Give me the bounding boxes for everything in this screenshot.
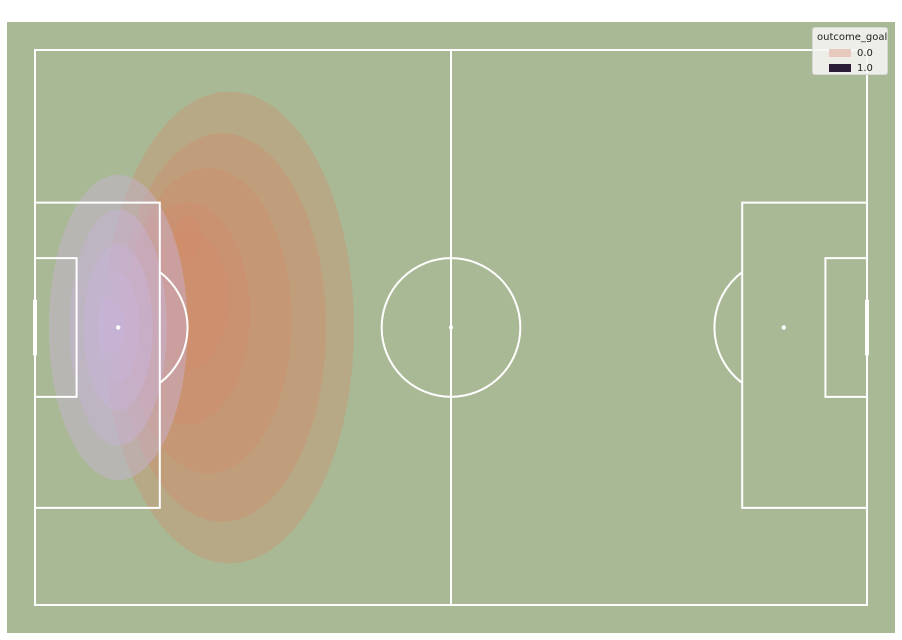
density-0-0-level-3 [125,167,292,474]
legend-entry-1: 1.0 [829,62,873,74]
density-0-0-level-6 [173,216,202,259]
right-penalty-spot [781,325,786,330]
left-penalty-arc [159,271,189,384]
density-0-0-level-4 [125,202,250,425]
centre-spot [449,325,453,330]
density-1-0-level-5 [97,299,126,356]
density-0-0-level-5 [145,230,230,370]
legend-swatch-1 [829,64,851,72]
centre-circle [380,257,522,398]
right-penalty-arc [713,271,743,384]
legend-label-1: 1.0 [857,62,873,74]
density-layer [48,91,354,564]
legend-label-0: 0.0 [857,47,873,59]
density-0-0-level-1 [104,91,354,564]
legend-swatch-0 [829,49,851,57]
pitch-markings [33,49,869,606]
left-penalty-spot [116,325,121,330]
legend: outcome_goal 0.0 1.0 [812,27,888,75]
density-0-0-level-2 [118,133,327,522]
legend-entry-0: 0.0 [829,47,873,59]
legend-title: outcome_goal [817,32,888,43]
